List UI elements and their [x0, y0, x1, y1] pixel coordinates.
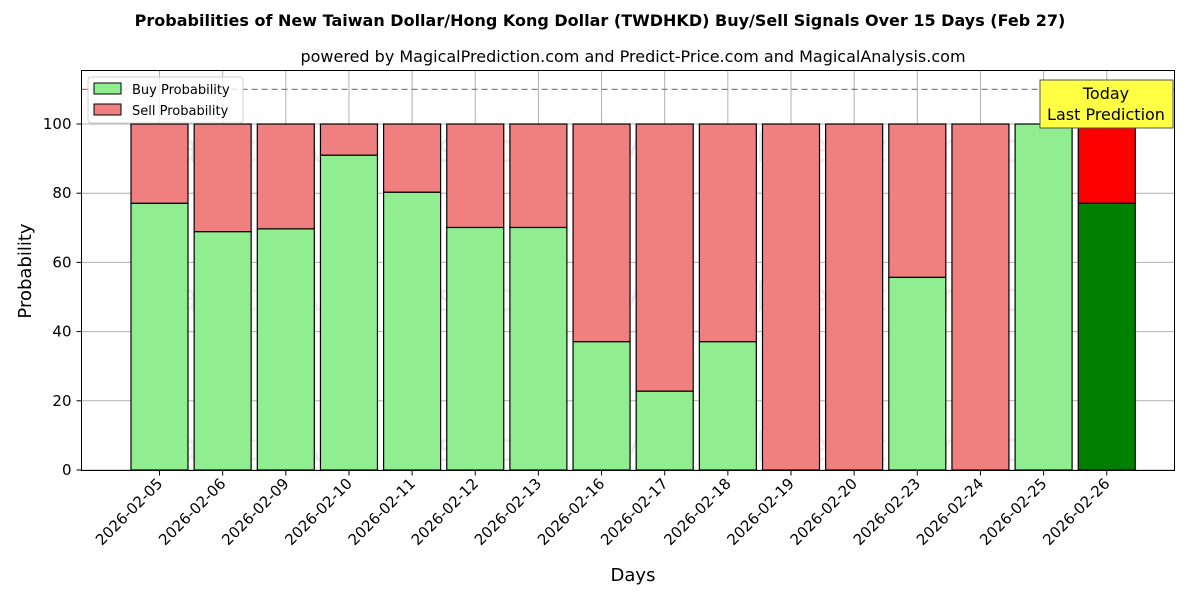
today-annotation: Today Last Prediction: [1039, 79, 1174, 129]
x-tick-label: 2026-02-05: [92, 475, 166, 549]
chart-subtitle: powered by MagicalPrediction.com and Pre…: [300, 47, 965, 66]
x-tick-label: 2026-02-23: [850, 475, 924, 549]
buy-bar: [509, 226, 568, 471]
buy-bar: [698, 341, 757, 471]
sell-bar: [383, 123, 442, 193]
x-tick-label: 2026-02-19: [723, 475, 797, 549]
x-tick-label: 2026-02-18: [660, 475, 734, 549]
sell-bar: [635, 123, 694, 392]
buy-bar: [130, 202, 189, 471]
bar-group: [888, 123, 947, 471]
buy-bar: [888, 276, 947, 471]
bar-group: [635, 123, 694, 471]
sell-bar: [446, 123, 505, 229]
sell-bar: [951, 123, 1010, 471]
bar-group: [951, 123, 1010, 471]
annotation-box: [1039, 79, 1174, 129]
x-tick-label: 2026-02-10: [281, 475, 355, 549]
y-axis: 0 20 40 60 80 100: [43, 115, 82, 479]
buy-bar: [572, 341, 631, 471]
bars: [130, 123, 1136, 471]
buy-bar: [446, 226, 505, 471]
x-tick-label: 2026-02-11: [345, 475, 419, 549]
bar-group: [825, 123, 884, 471]
legend-box: [87, 76, 244, 124]
buy-bar: [383, 191, 442, 471]
y-tick-label: 80: [52, 184, 71, 202]
y-tick-label: 20: [52, 392, 71, 410]
x-tick-label: 2026-02-16: [534, 475, 608, 549]
x-tick-label: 2026-02-17: [597, 475, 671, 549]
buy-bar: [319, 154, 379, 471]
bar-group: [572, 123, 631, 471]
sell-bar: [193, 123, 252, 233]
x-tick-label: 2026-02-13: [471, 475, 545, 549]
bar-group: [761, 123, 821, 471]
x-tick-label: 2026-02-12: [408, 475, 482, 549]
x-tick-label: 2026-02-24: [913, 475, 987, 549]
legend: Buy Probability Sell Probability: [87, 76, 244, 124]
sell-bar: [319, 123, 379, 156]
sell-bar: [1077, 123, 1136, 204]
y-tick-label: 60: [52, 253, 71, 271]
bar-group: [1014, 123, 1073, 471]
y-tick-label: 100: [43, 115, 72, 133]
bar-group: [698, 123, 757, 471]
sell-bar: [698, 123, 757, 343]
sell-bar: [761, 123, 821, 471]
x-tick-label: 2026-02-26: [1039, 475, 1113, 549]
buy-bar: [1077, 202, 1136, 471]
bar-group: [446, 123, 505, 471]
bar-group: [319, 123, 379, 471]
legend-buy-label: Buy Probability: [132, 83, 230, 98]
sell-bar: [888, 123, 947, 278]
annotation-line-2: Last Prediction: [1047, 105, 1165, 124]
bar-group: [193, 123, 252, 471]
x-tick-label: 2026-02-25: [976, 475, 1050, 549]
y-axis-label: Probability: [15, 223, 36, 318]
buy-bar: [193, 231, 252, 471]
bar-group: [509, 123, 568, 471]
sell-bar: [130, 123, 189, 204]
sell-bar: [572, 123, 631, 343]
y-tick-label: 0: [62, 461, 72, 479]
bar-group: [130, 123, 189, 471]
bar-group: [383, 123, 442, 471]
bar-group: [1077, 123, 1136, 471]
x-axis-label: Days: [611, 565, 656, 586]
bar-group: [256, 123, 315, 471]
legend-buy-swatch: [93, 82, 122, 95]
legend-sell-swatch: [93, 103, 122, 116]
buy-bar: [1014, 123, 1073, 471]
chart-title: Probabilities of New Taiwan Dollar/Hong …: [135, 11, 1066, 30]
buy-bar: [635, 390, 694, 471]
x-tick-label: 2026-02-20: [787, 475, 861, 549]
x-tick-label: 2026-02-09: [218, 475, 292, 549]
annotation-line-1: Today: [1082, 84, 1129, 103]
x-axis: 2026-02-052026-02-062026-02-092026-02-10…: [92, 470, 1114, 549]
plot-frame: [81, 70, 1175, 471]
buy-bar: [256, 228, 315, 471]
y-tick-label: 40: [52, 323, 71, 341]
x-tick-label: 2026-02-06: [155, 475, 229, 549]
sell-bar: [509, 123, 568, 229]
sell-bar: [825, 123, 884, 471]
legend-sell-label: Sell Probability: [132, 104, 229, 119]
sell-bar: [256, 123, 315, 230]
